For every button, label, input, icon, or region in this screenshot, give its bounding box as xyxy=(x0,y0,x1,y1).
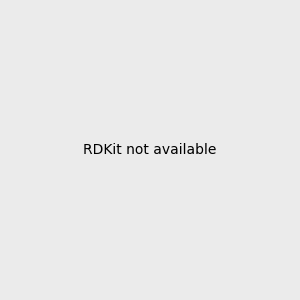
Text: RDKit not available: RDKit not available xyxy=(83,143,217,157)
